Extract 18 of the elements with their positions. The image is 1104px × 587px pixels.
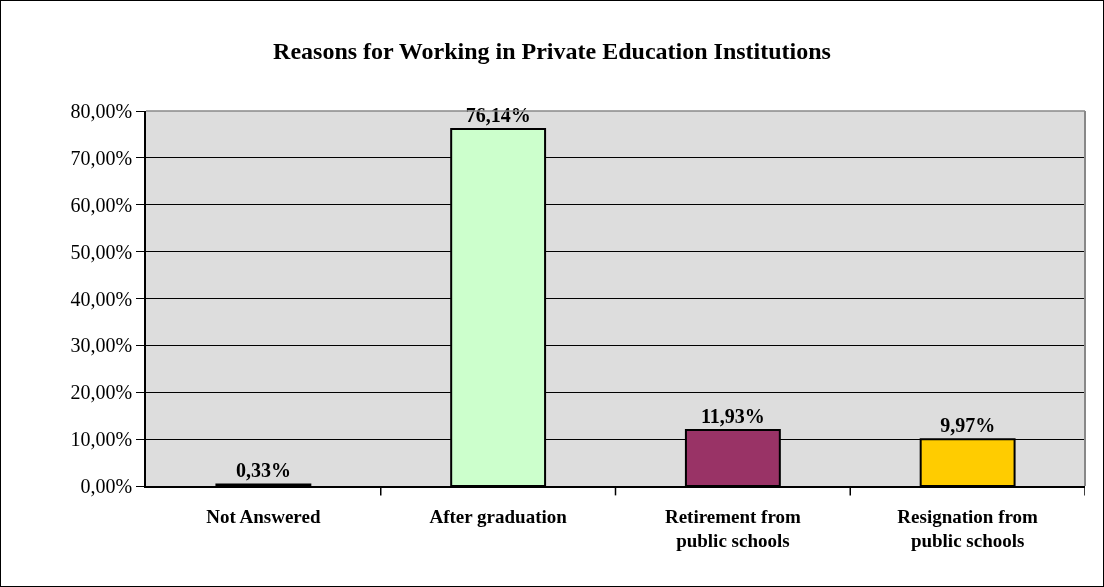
x-tick-label: Retirement from public schools xyxy=(664,505,802,552)
y-tick-label: 80,00% xyxy=(70,100,133,122)
y-tick-label: 50,00% xyxy=(70,240,133,263)
x-tick-label: Not Answered xyxy=(206,505,321,527)
y-tick-label: 40,00% xyxy=(70,287,133,310)
data-label: 76,14% xyxy=(465,104,531,127)
y-tick-label: 70,00% xyxy=(70,146,133,169)
y-tick-label: 30,00% xyxy=(70,334,133,357)
y-tick-label: 10,00% xyxy=(70,428,133,451)
x-tick-label: After graduation xyxy=(429,505,568,527)
chart-title: Reasons for Working in Private Education Institutions xyxy=(273,37,831,64)
data-label: 0,33% xyxy=(235,459,291,482)
y-tick-label: 20,00% xyxy=(70,381,133,404)
data-label: 9,97% xyxy=(940,414,996,437)
y-tick-label: 0,00% xyxy=(80,475,133,497)
x-tick-label: Resignation from public schools xyxy=(897,505,1039,552)
data-label: 11,93% xyxy=(700,405,765,428)
y-tick-label: 60,00% xyxy=(70,193,133,216)
